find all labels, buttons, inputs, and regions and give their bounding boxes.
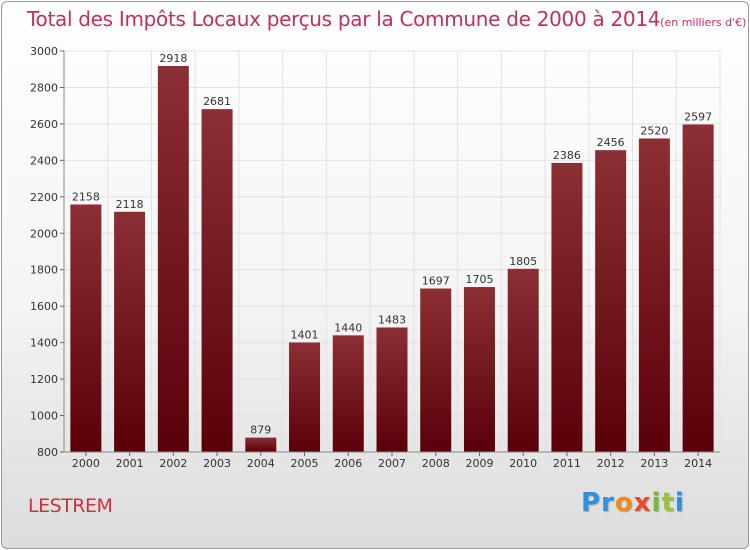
logo-letter: i bbox=[651, 488, 662, 518]
y-tick-label: 1600 bbox=[30, 300, 58, 313]
bar bbox=[420, 288, 452, 452]
x-tick-label: 2013 bbox=[640, 457, 668, 470]
bar bbox=[201, 109, 233, 453]
data-label: 2597 bbox=[684, 110, 712, 123]
data-label: 1401 bbox=[291, 328, 319, 341]
axes: 800 1000 1200 1400 1600 1800 2000 2200 2400 2600 2… bbox=[30, 45, 720, 470]
data-label: 2681 bbox=[203, 95, 231, 108]
data-label: 1440 bbox=[334, 321, 362, 334]
bar bbox=[638, 138, 670, 452]
data-label: 2520 bbox=[640, 124, 668, 137]
x-tick-label: 2002 bbox=[159, 457, 187, 470]
data-label: 879 bbox=[250, 424, 271, 437]
x-tick-label: 2005 bbox=[291, 457, 319, 470]
x-tick-label: 2008 bbox=[422, 457, 450, 470]
chart-title-unit: (en milliers d'€) bbox=[660, 16, 747, 29]
bar bbox=[595, 150, 627, 452]
x-tick-label: 2009 bbox=[465, 457, 493, 470]
x-tick-label: 2011 bbox=[553, 457, 581, 470]
bar bbox=[507, 268, 539, 452]
x-tick-label: 2014 bbox=[684, 457, 712, 470]
x-tick-label: 2007 bbox=[378, 457, 406, 470]
data-label: 2158 bbox=[72, 190, 100, 203]
x-tick-label: 2004 bbox=[247, 457, 275, 470]
bar bbox=[289, 342, 321, 452]
y-tick-label: 2000 bbox=[30, 227, 58, 240]
data-label: 1483 bbox=[378, 314, 406, 327]
logo-letter: Pr bbox=[581, 488, 615, 518]
y-tick-label: 2200 bbox=[30, 191, 58, 204]
data-label: 2456 bbox=[597, 136, 625, 149]
x-tick-label: 2006 bbox=[334, 457, 362, 470]
y-tick-label: 2800 bbox=[30, 81, 58, 94]
bar bbox=[114, 211, 146, 452]
x-tick-label: 2001 bbox=[116, 457, 144, 470]
logo-letter: x bbox=[633, 488, 652, 518]
x-tick-label: 2010 bbox=[509, 457, 537, 470]
bar bbox=[463, 287, 495, 452]
data-label: 1805 bbox=[509, 255, 537, 268]
chart-title: Total des Impôts Locaux perçus par la Co… bbox=[27, 7, 746, 31]
y-tick-label: 1400 bbox=[30, 337, 58, 350]
data-label: 1705 bbox=[465, 273, 493, 286]
bar bbox=[376, 327, 408, 452]
proxiti-logo[interactable]: Proxiti bbox=[581, 488, 685, 518]
logo-letter: t bbox=[661, 488, 675, 518]
bar bbox=[157, 65, 189, 453]
data-label: 2118 bbox=[116, 198, 144, 211]
y-tick-label: 1200 bbox=[30, 373, 58, 386]
bars bbox=[70, 65, 714, 453]
y-tick-label: 800 bbox=[37, 446, 58, 459]
x-tick-label: 2003 bbox=[203, 457, 231, 470]
y-tick-label: 2600 bbox=[30, 118, 58, 131]
logo-letter: o bbox=[614, 488, 634, 518]
labels: 2158 2118 2918 2681 879 1401 1440 1483 1697 1705 1… bbox=[72, 52, 712, 437]
commune-name: LESTREM bbox=[28, 495, 113, 517]
logo-letter: i bbox=[674, 488, 685, 518]
chart-title-main: Total des Impôts Locaux perçus par la Co… bbox=[27, 7, 661, 31]
x-tick-label: 2000 bbox=[72, 457, 100, 470]
bar bbox=[332, 335, 364, 452]
y-tick-label: 3000 bbox=[30, 45, 58, 58]
bar bbox=[682, 124, 714, 453]
data-label: 2386 bbox=[553, 149, 581, 162]
y-tick-label: 1000 bbox=[30, 410, 58, 423]
x-tick-label: 2012 bbox=[597, 457, 625, 470]
data-label: 1697 bbox=[422, 275, 450, 288]
bar bbox=[245, 437, 277, 452]
bar bbox=[551, 162, 583, 452]
y-tick-label: 2400 bbox=[30, 154, 58, 167]
y-tick-label: 1800 bbox=[30, 264, 58, 277]
data-label: 2918 bbox=[159, 52, 187, 65]
bar bbox=[70, 204, 102, 452]
